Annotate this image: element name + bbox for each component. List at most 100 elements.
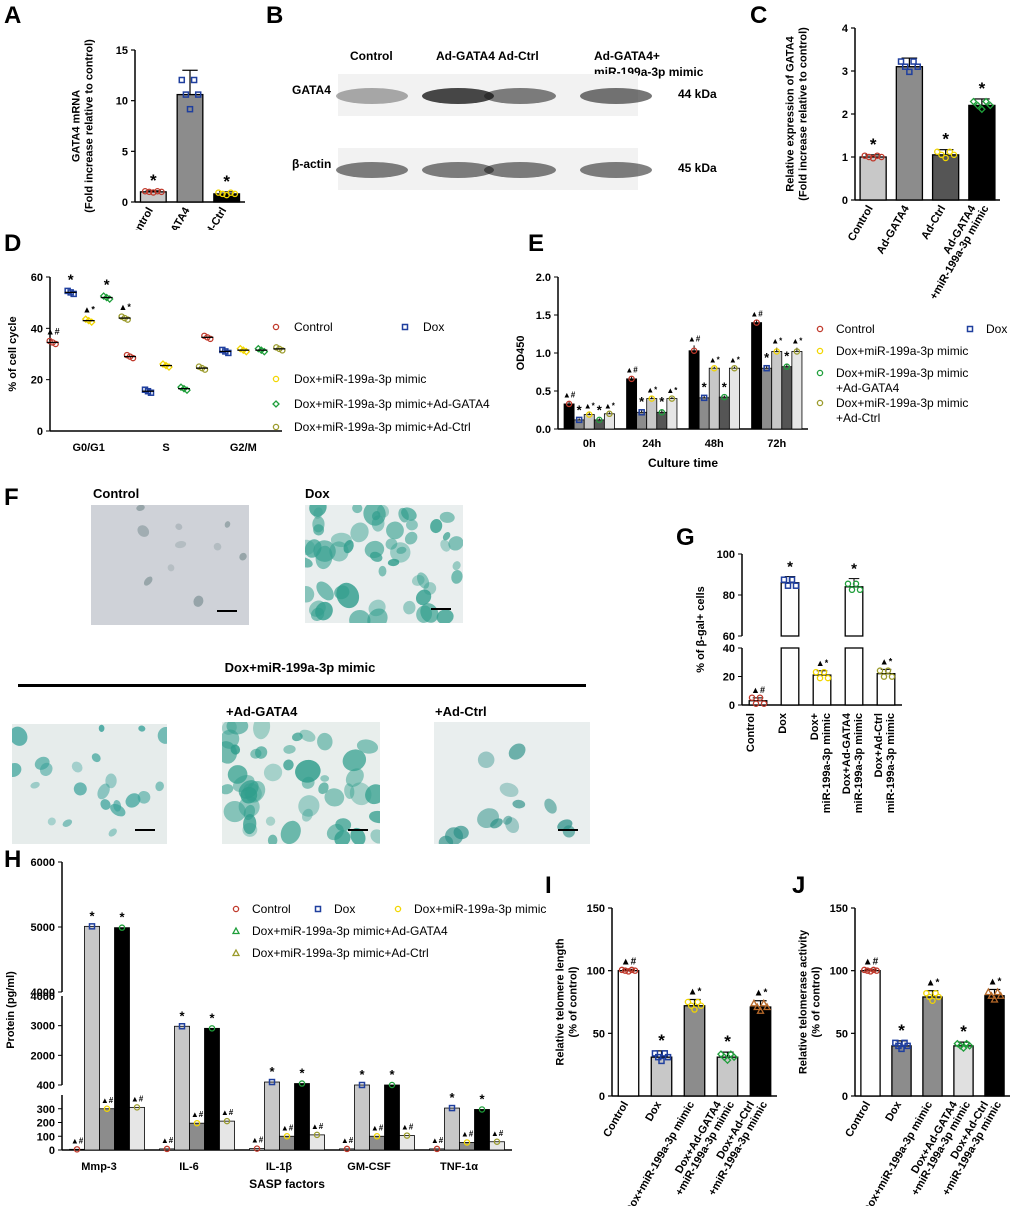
significance-mark: ▲#	[46, 326, 60, 336]
stained-cell	[365, 784, 380, 805]
y-tick-label: 3	[842, 66, 848, 78]
micrograph-group-header: Dox+miR-199a-3p mimic	[224, 660, 376, 675]
data-point	[628, 966, 636, 974]
significance-mark: ▲#	[751, 685, 765, 695]
y-axis-label: Relative telomerase activity	[798, 929, 810, 1074]
bar	[984, 995, 1005, 1097]
data-point	[793, 348, 801, 355]
western-blot-b: Control Ad-GATA4 Ad-Ctrl Ad-GATA4+miR-199a-…	[292, 49, 717, 190]
data-point	[178, 1023, 186, 1030]
data-point	[848, 586, 856, 594]
legend-marker	[272, 375, 280, 383]
y-tick-label: 1.0	[536, 348, 551, 360]
data-point	[864, 967, 871, 974]
significance-mark: *	[150, 171, 157, 190]
legend-label: +Ad-GATA4	[836, 381, 900, 395]
x-tick-label: Dox	[883, 1099, 904, 1124]
significance-mark: *	[359, 1067, 365, 1082]
x-tick-label: Ad-Ctrl	[919, 204, 948, 242]
bar	[129, 1106, 145, 1151]
stained-cell	[350, 522, 369, 543]
data-point	[950, 151, 958, 159]
data-point	[852, 580, 860, 588]
micrograph-control	[91, 505, 249, 625]
stained-cell	[503, 815, 513, 825]
data-point	[914, 63, 921, 70]
data-point	[756, 1006, 765, 1014]
data-point	[283, 1132, 291, 1140]
significance-mark: *	[659, 394, 665, 409]
bar	[309, 1134, 325, 1151]
y-tick-label: 40	[31, 323, 43, 335]
data-point	[926, 993, 933, 1001]
stained-cell	[100, 799, 111, 810]
significance-mark: ▲*	[771, 337, 783, 346]
data-point	[145, 188, 153, 196]
stained-cell	[309, 505, 327, 517]
stained-cell	[313, 507, 323, 519]
bar	[968, 104, 996, 201]
significance-mark: *	[784, 348, 790, 363]
stained-cell	[138, 725, 146, 732]
stained-cell	[378, 565, 387, 577]
data-point	[279, 347, 286, 354]
stained-cell	[301, 808, 313, 822]
stained-cell	[416, 572, 430, 589]
significance-mark: *	[89, 908, 95, 923]
stained-cell	[315, 601, 333, 621]
x-tick-label: miR-199a-3p mimic	[853, 713, 865, 813]
significance-mark: ▲#	[161, 1136, 174, 1145]
significance-mark: *	[722, 380, 728, 395]
bar	[264, 1081, 280, 1151]
significance-mark: ▲#	[750, 309, 763, 318]
stained-cell	[299, 729, 316, 742]
stained-cell	[301, 776, 315, 789]
data-point	[873, 967, 880, 974]
stained-cell	[370, 829, 380, 844]
legend-label: Dox	[986, 322, 1007, 336]
data-point	[182, 91, 190, 98]
micrograph-gata4	[222, 722, 380, 844]
data-point	[973, 101, 982, 110]
data-point	[987, 991, 996, 999]
band	[422, 88, 494, 104]
bar	[249, 1148, 265, 1151]
micrograph-background	[12, 724, 167, 844]
data-point	[888, 673, 896, 680]
stained-cell	[143, 576, 153, 586]
significance-mark: *	[851, 561, 857, 578]
bar	[617, 970, 640, 1097]
bar	[683, 1005, 706, 1097]
data-point	[763, 364, 770, 372]
panel-label-f: F	[4, 484, 19, 511]
x-tick-label: Dox	[643, 1099, 664, 1124]
y-tick-label: 5000	[31, 922, 55, 934]
bar	[69, 1148, 85, 1151]
significance-mark: ▲*	[82, 305, 95, 315]
stained-cell	[167, 564, 175, 572]
bar	[159, 1148, 175, 1151]
data-point	[984, 987, 993, 996]
significance-mark: ▲#	[621, 956, 637, 967]
significance-mark: ▲*	[926, 978, 940, 989]
bar	[751, 322, 763, 430]
micrograph-label-ctrl: +Ad-Ctrl	[435, 704, 487, 719]
stained-cell	[213, 542, 222, 551]
bar	[384, 1084, 400, 1151]
data-point	[731, 364, 738, 372]
y-tick-label: 5	[122, 146, 128, 158]
bar	[749, 1006, 772, 1097]
stained-cell	[363, 505, 386, 526]
y-tick-label: 100	[717, 549, 735, 561]
significance-mark: *	[119, 910, 125, 925]
data-point	[133, 1104, 141, 1111]
data-point	[433, 1145, 441, 1153]
significance-mark: ▲#	[431, 1136, 444, 1145]
bar	[698, 397, 710, 430]
stained-cell	[305, 586, 315, 603]
bar	[922, 996, 943, 1097]
band-size: 45 kDa	[678, 161, 717, 175]
data-point	[253, 1145, 261, 1152]
